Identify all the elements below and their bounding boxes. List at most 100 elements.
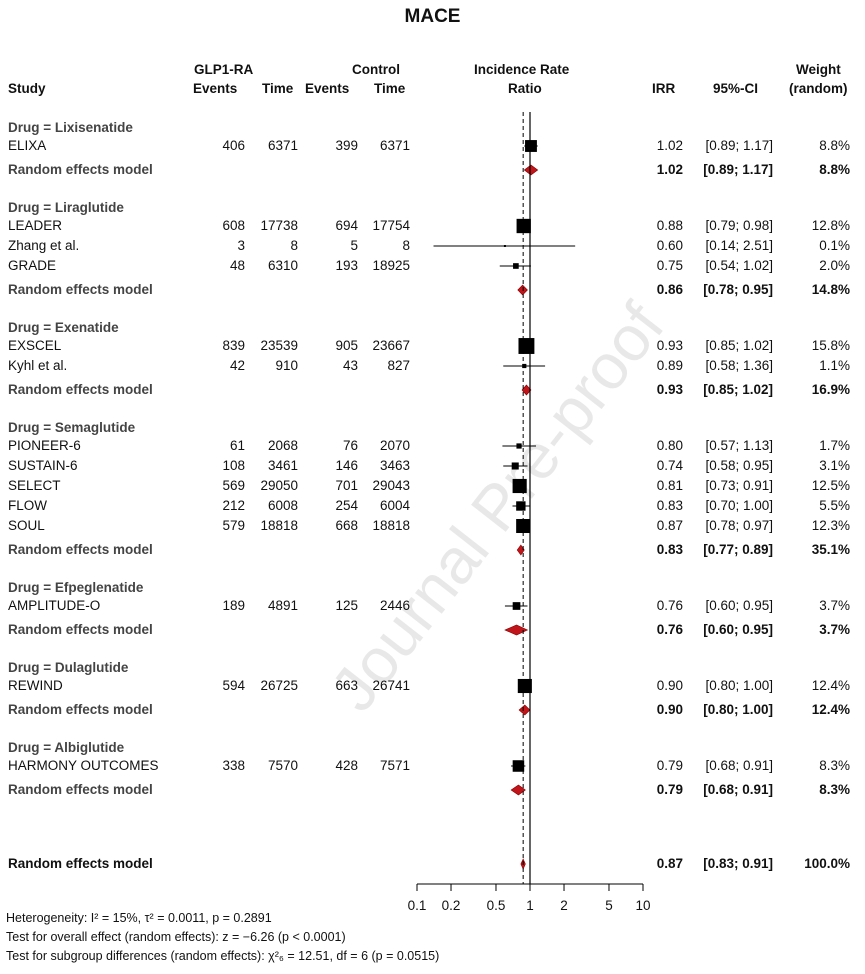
control-events: 694 [335,218,358,233]
weight-value: 14.8% [811,282,850,297]
header-weight-2: (random) [789,81,848,96]
study-square [512,478,527,494]
ci-value: [0.57; 1.13] [705,438,773,453]
weight-value: 8.8% [819,138,850,153]
irr-value: 0.76 [656,598,683,613]
study-square [516,218,531,234]
control-events: 146 [335,458,358,473]
glp1-events: 189 [222,598,245,613]
x-tick-label: 0.5 [486,898,506,913]
control-time: 8 [402,238,410,253]
pooled-diamond [518,704,531,716]
study-name: AMPLITUDE-O [8,598,101,613]
ci-value: [0.79; 0.98] [705,218,773,233]
control-events: 76 [342,438,358,453]
ci-value: [0.58; 1.36] [705,358,773,373]
glp1-events: 569 [222,478,245,493]
header-time-1: Time [262,81,294,96]
header-effect-1: Incidence Rate [474,62,570,77]
irr-value: 0.83 [656,498,683,513]
control-time: 18818 [372,518,410,533]
weight-value: 12.5% [811,478,850,493]
x-tick-label: 1 [526,898,534,913]
glp1-time: 4891 [267,598,298,613]
irr-value: 0.88 [656,218,683,233]
ci-value: [0.85; 1.02] [703,382,773,397]
ci-value: [0.83; 0.91] [703,856,773,871]
x-tick-label: 5 [605,898,613,913]
irr-value: 0.87 [656,856,683,871]
subgroup-label: Drug = Albiglutide [8,740,125,755]
weight-value: 8.8% [819,162,850,177]
ci-value: [0.80; 1.00] [705,678,773,693]
study-name: SOUL [8,518,45,533]
irr-value: 0.74 [656,458,683,473]
glp1-events: 608 [222,218,245,233]
ci-value: [0.78; 0.95] [703,282,773,297]
control-time: 26741 [372,678,410,693]
weight-value: 8.3% [819,758,850,773]
glp1-time: 8 [290,238,298,253]
header-study: Study [8,81,46,96]
subgroup-label: Drug = Semaglutide [8,420,136,435]
glp1-time: 17738 [260,218,298,233]
weight-value: 3.1% [819,458,850,473]
x-tick-label: 10 [635,898,651,913]
control-time: 827 [387,358,410,373]
control-events: 5 [350,238,358,253]
control-time: 2070 [379,438,410,453]
control-time: 23667 [372,338,410,353]
weight-value: 12.4% [811,678,850,693]
control-time: 6004 [379,498,410,513]
irr-value: 0.87 [656,518,683,533]
ci-value: [0.77; 0.89] [703,542,773,557]
footnote-heterogeneity: Heterogeneity: I² = 15%, τ² = 0.0011, p … [6,911,272,925]
ci-value: [0.70; 1.00] [705,498,773,513]
study-name: GRADE [8,258,57,273]
header-time-2: Time [374,81,406,96]
ci-value: [0.89; 1.17] [703,162,773,177]
ci-value: [0.80; 1.00] [703,702,773,717]
weight-value: 15.8% [811,338,850,353]
ci-value: [0.58; 0.95] [705,458,773,473]
pooled-label: Random effects model [8,542,153,557]
glp1-time: 6371 [267,138,298,153]
weight-value: 3.7% [819,598,850,613]
weight-value: 12.4% [811,702,850,717]
header-control: Control [352,62,400,77]
weight-value: 8.3% [819,782,850,797]
glp1-time: 910 [275,358,298,373]
pooled-label: Random effects model [8,782,153,797]
study-name: SUSTAIN-6 [8,458,78,473]
header-weight-1: Weight [796,62,841,77]
control-events: 663 [335,678,358,693]
control-time: 3463 [379,458,410,473]
weight-value: 16.9% [811,382,850,397]
glp1-time: 23539 [260,338,298,353]
control-events: 668 [335,518,358,533]
glp1-events: 3 [237,238,245,253]
subgroup-label: Drug = Lixisenatide [8,120,133,135]
control-events: 125 [335,598,358,613]
irr-value: 0.81 [656,478,683,493]
study-square [512,602,521,610]
irr-value: 0.75 [656,258,683,273]
study-name: HARMONY OUTCOMES [8,758,159,773]
control-time: 18925 [372,258,410,273]
study-square [518,338,535,354]
x-tick-label: 0.1 [407,898,427,913]
control-time: 17754 [372,218,410,233]
study-square [512,760,525,772]
weight-value: 2.0% [819,258,850,273]
control-time: 29043 [372,478,410,493]
study-square [522,363,527,369]
header-events-1: Events [193,81,238,96]
subgroup-label: Drug = Dulaglutide [8,660,129,675]
study-name: Zhang et al. [8,238,80,253]
study-square [503,245,506,247]
weight-value: 0.1% [819,238,850,253]
glp1-events: 108 [222,458,245,473]
glp1-events: 42 [229,358,245,373]
control-time: 6371 [379,138,410,153]
